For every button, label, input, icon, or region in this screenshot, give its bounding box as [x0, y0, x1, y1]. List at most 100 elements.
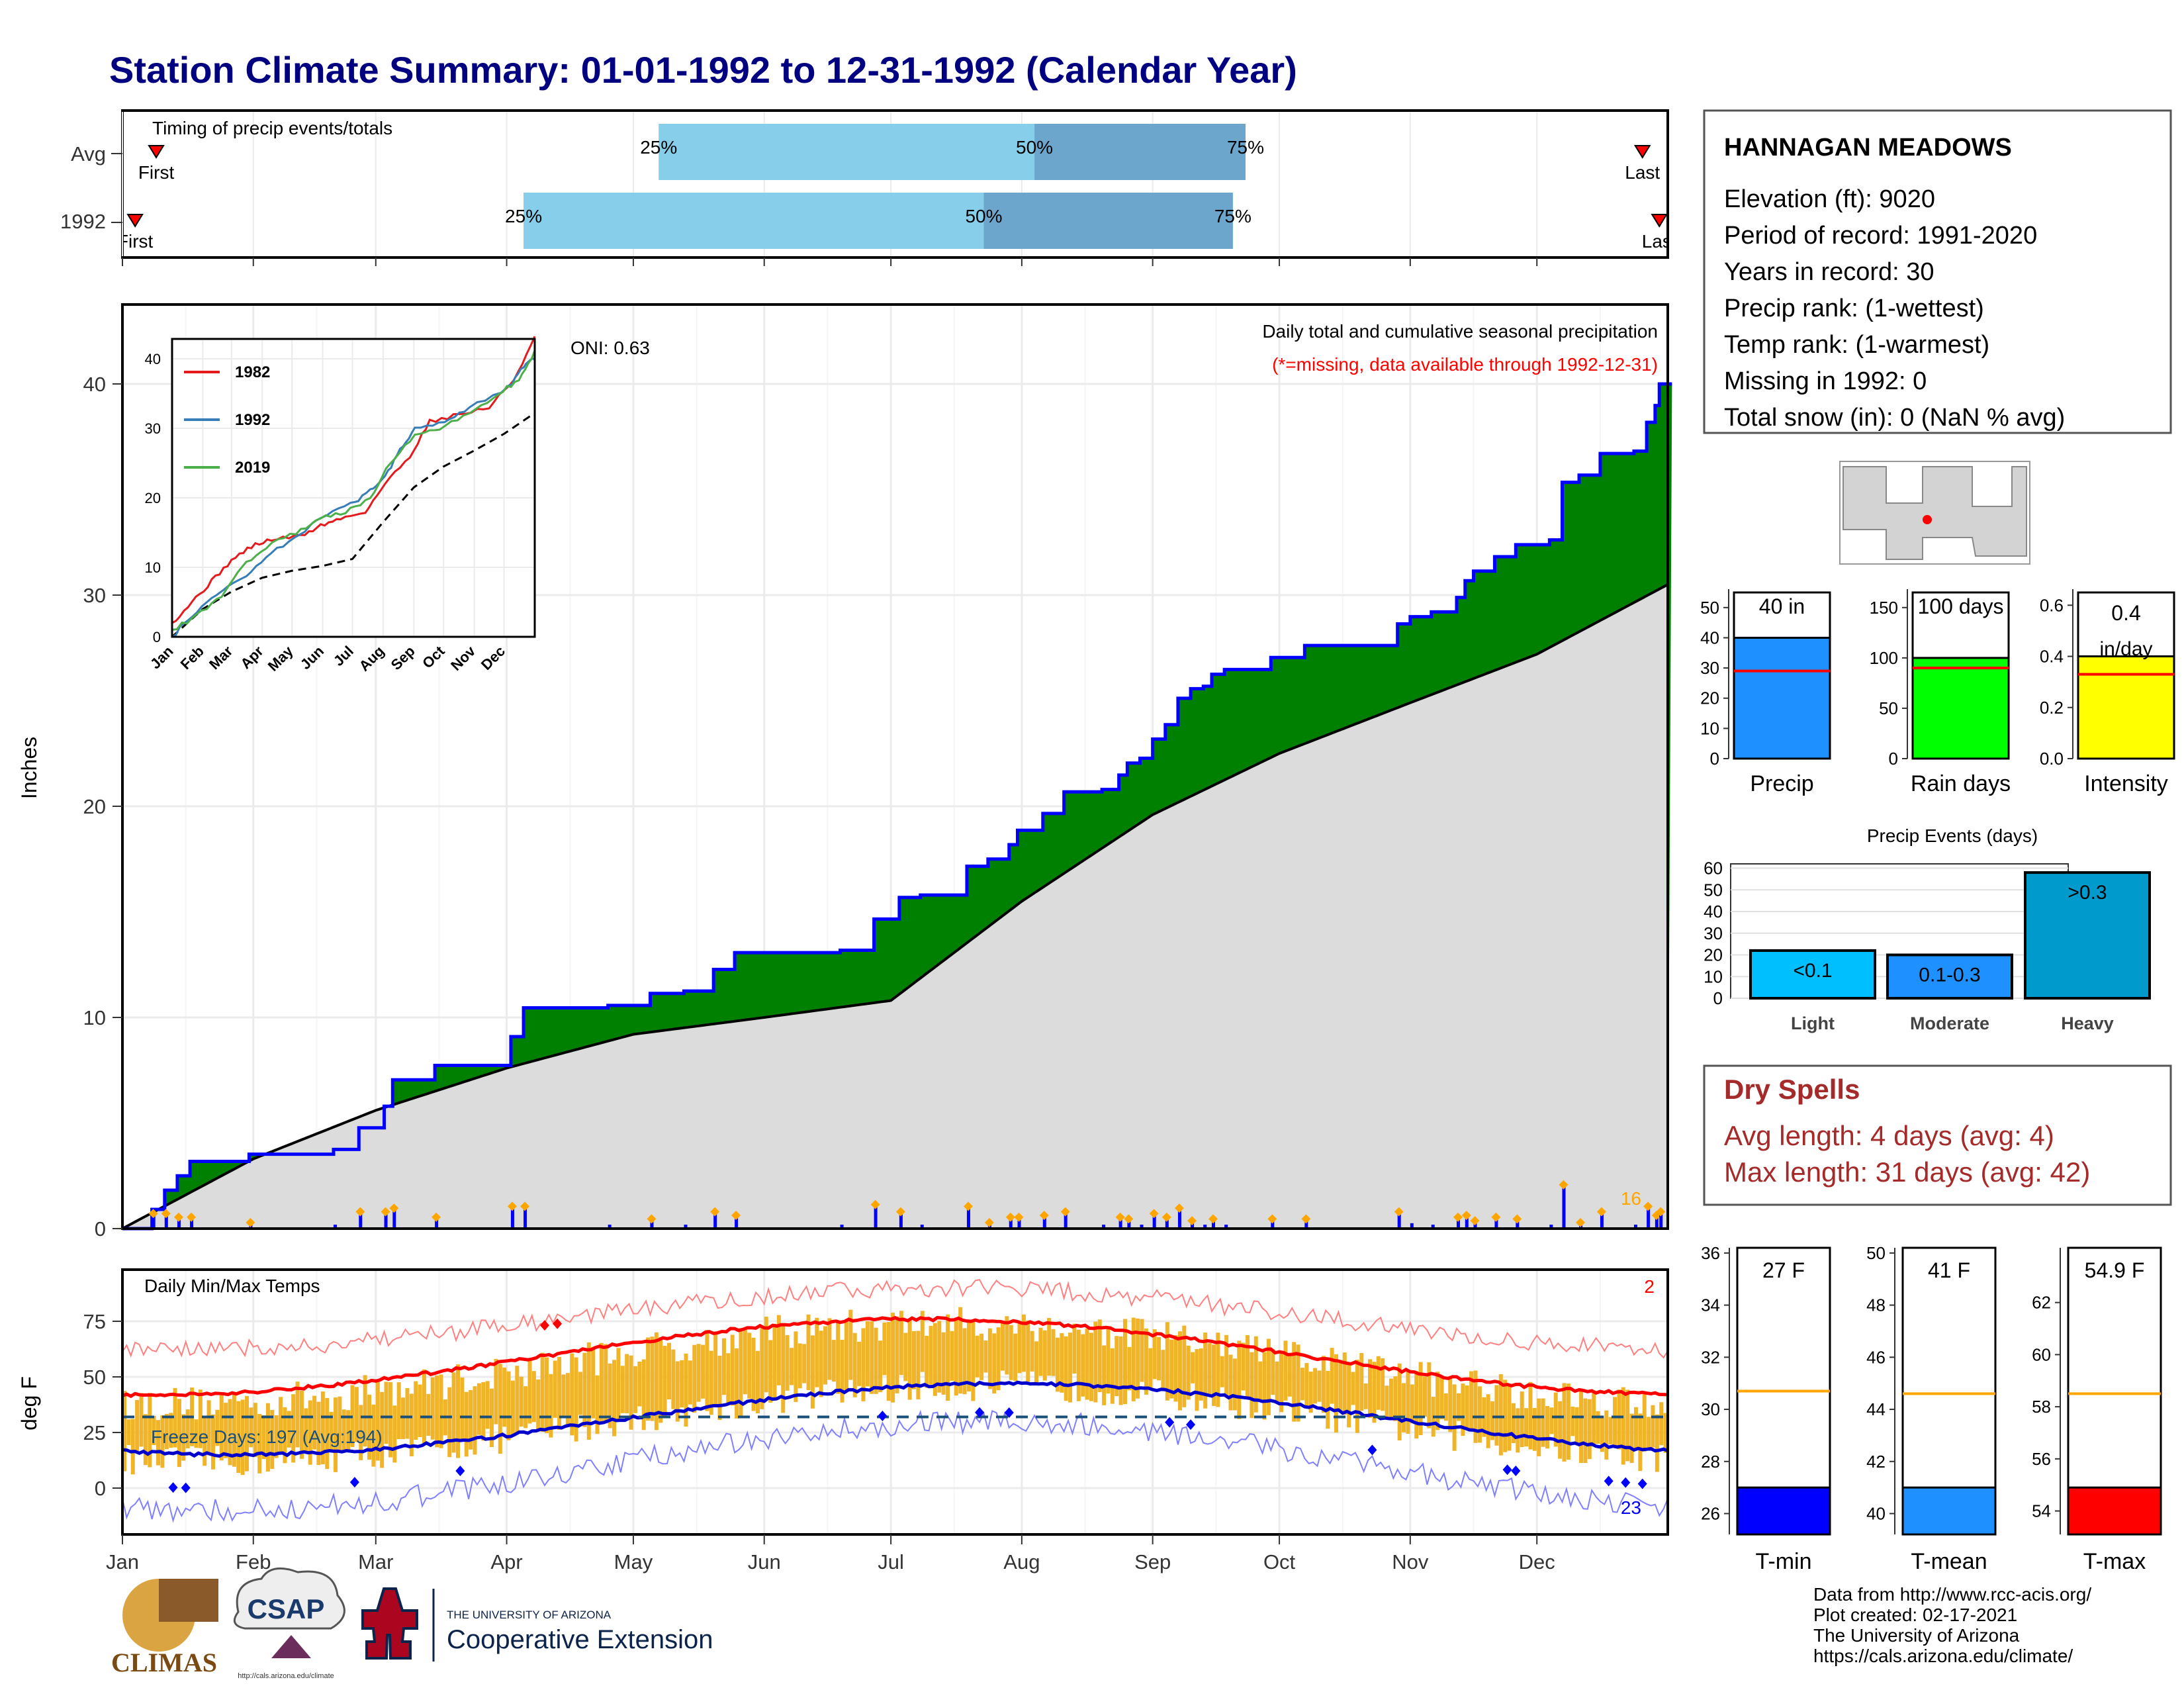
daily-temp-range-bar [130, 1419, 135, 1475]
daily-temp-range-bar [802, 1344, 807, 1383]
csap-cloud [233, 1567, 345, 1630]
daily-temp-range-bar [1258, 1361, 1263, 1402]
daily-temp-range-bar [1439, 1378, 1444, 1419]
timing-p50-label: 50% [965, 206, 1002, 226]
precip-event-bar-light [1749, 949, 1876, 1000]
daily-temp-range-bar [1647, 1417, 1651, 1448]
daily-temp-range-bar [515, 1366, 520, 1435]
missing-data-note: (*=missing, data available through 1992-… [1272, 354, 1658, 375]
precip-y-tick-label: 0 [95, 1217, 106, 1241]
inset-frame-bg [171, 338, 536, 638]
daily-temp-range-bar [1549, 1407, 1554, 1434]
daily-temp-range-bar [1224, 1335, 1229, 1397]
daily-temp-range-bar [1021, 1314, 1026, 1372]
daily-temp-range-bar [1081, 1334, 1085, 1397]
daily-temp-range-bar [1097, 1319, 1102, 1392]
daily-temp-range-bar [1368, 1359, 1373, 1418]
month-tick-label: Jul [878, 1550, 904, 1573]
daily-temp-range-bar [1076, 1329, 1081, 1401]
timing-panel-label: Timing of precip events/totals [152, 118, 392, 138]
daily-temp-range-bar [388, 1382, 392, 1458]
temp-y-tick-label: 50 [83, 1366, 106, 1389]
heavy-event-marker [870, 1199, 880, 1209]
daily-precip-bar [392, 1209, 396, 1229]
heavy-event-marker [1039, 1210, 1049, 1220]
daily-temp-range-bar [240, 1399, 245, 1476]
daily-temp-range-bar [506, 1371, 511, 1440]
daily-temp-range-bar [844, 1321, 848, 1391]
daily-temp-range-bar [384, 1382, 388, 1444]
daily-precip-bar [1633, 1225, 1637, 1229]
inset-normal-line [171, 412, 535, 638]
daily-temp-range-bar [954, 1319, 958, 1396]
daily-temp-range-bar [620, 1366, 625, 1413]
daily-temp-range-bar [848, 1309, 853, 1380]
record-low-line [122, 1409, 1668, 1523]
daily-temp-range-bar [245, 1395, 250, 1472]
daily-precip-bar [1102, 1225, 1106, 1229]
daily-temp-range-bar [1448, 1376, 1453, 1432]
daily-temp-range-bar [1211, 1344, 1216, 1406]
daily-temp-range-bar [203, 1417, 207, 1466]
daily-precip-bar [359, 1212, 363, 1229]
heavy-event-marker [895, 1207, 905, 1217]
daily-temp-range-bar [405, 1387, 410, 1439]
inset-legend-label: 1992 [235, 411, 270, 429]
daily-temp-range-bar [1148, 1348, 1153, 1391]
csap-url: http://cals.arizona.edu/climate [238, 1672, 334, 1680]
daily-temp-range-bar [435, 1375, 439, 1448]
daily-temp-range-bar [333, 1397, 338, 1472]
temp-panel: 0 25 50 75 Jan Feb Mar Apr May Jun Jul Aug Sep Oct No… [17, 1268, 1669, 1573]
heavy-event-marker [1461, 1210, 1471, 1220]
daily-temp-range-bar [304, 1408, 308, 1453]
daily-temp-range-bar [1123, 1319, 1128, 1405]
daily-temp-range-bar [1638, 1413, 1643, 1472]
inset-y-tick-label: 10 [145, 559, 161, 576]
heavy-event-count: 16 [1621, 1188, 1641, 1209]
daily-temp-range-bar [688, 1360, 692, 1405]
daily-temp-range-bar [966, 1320, 971, 1391]
temp-summary-value: 41 F [1928, 1258, 1970, 1282]
temp-summary-tick-label: 42 [1866, 1452, 1886, 1472]
daily-temp-range-bar [739, 1328, 743, 1417]
timing-first-label: First [138, 162, 175, 183]
daily-temp-range-bar [1317, 1370, 1322, 1402]
daily-temp-range-bar [671, 1349, 676, 1409]
daily-precip-bar [1017, 1217, 1021, 1229]
daily-temp-range-bar [1651, 1405, 1655, 1448]
daily-temp-range-bar [831, 1340, 836, 1382]
daily-temp-range-bar [878, 1340, 882, 1393]
t-max-bar [2067, 1486, 2162, 1536]
heavy-event-marker [1124, 1214, 1134, 1224]
summary-tick-label: 30 [1700, 658, 1719, 678]
daily-temp-range-bar [1169, 1339, 1174, 1399]
daily-temp-range-bar [1292, 1342, 1297, 1422]
daily-precip-bar [608, 1225, 612, 1229]
heavy-event-marker [1559, 1180, 1569, 1190]
daily-temp-range-bar [1351, 1372, 1355, 1405]
daily-temp-range-bar [194, 1419, 199, 1448]
heavy-event-marker [963, 1201, 973, 1211]
daily-temp-range-bar [312, 1395, 317, 1450]
daily-temp-range-bar [797, 1343, 802, 1389]
daily-precip-bar [1127, 1219, 1131, 1229]
month-axis: Jan Feb Mar Apr May Jun Jul Aug Sep Oct Nov Dec [106, 1534, 1555, 1573]
daily-temp-range-bar [469, 1389, 473, 1450]
climas-logo-mark [159, 1579, 218, 1622]
daily-temp-range-bar [1089, 1333, 1093, 1401]
temp-summary-tick-label: 34 [1701, 1295, 1720, 1315]
daily-temp-range-bar [1596, 1411, 1600, 1444]
daily-temp-range-bar [185, 1409, 190, 1448]
daily-temp-range-bar [341, 1409, 346, 1452]
daily-temp-range-bar [709, 1350, 713, 1415]
daily-temp-range-bar [1507, 1386, 1512, 1451]
daily-temp-range-bar [1562, 1383, 1567, 1462]
daily-temp-range-bar [1334, 1354, 1338, 1433]
daily-temp-range-bar [181, 1414, 186, 1461]
daily-precip-bar [966, 1207, 970, 1229]
daily-temp-range-bar [646, 1337, 651, 1421]
daily-temp-range-bar [451, 1372, 456, 1453]
daily-temp-range-bar [641, 1359, 646, 1430]
station-detail-lines: Elevation (ft): 9020 Period of record: 19… [1724, 185, 2065, 432]
freeze-days-label: Freeze Days: 197 (Avg:194) [151, 1427, 383, 1447]
